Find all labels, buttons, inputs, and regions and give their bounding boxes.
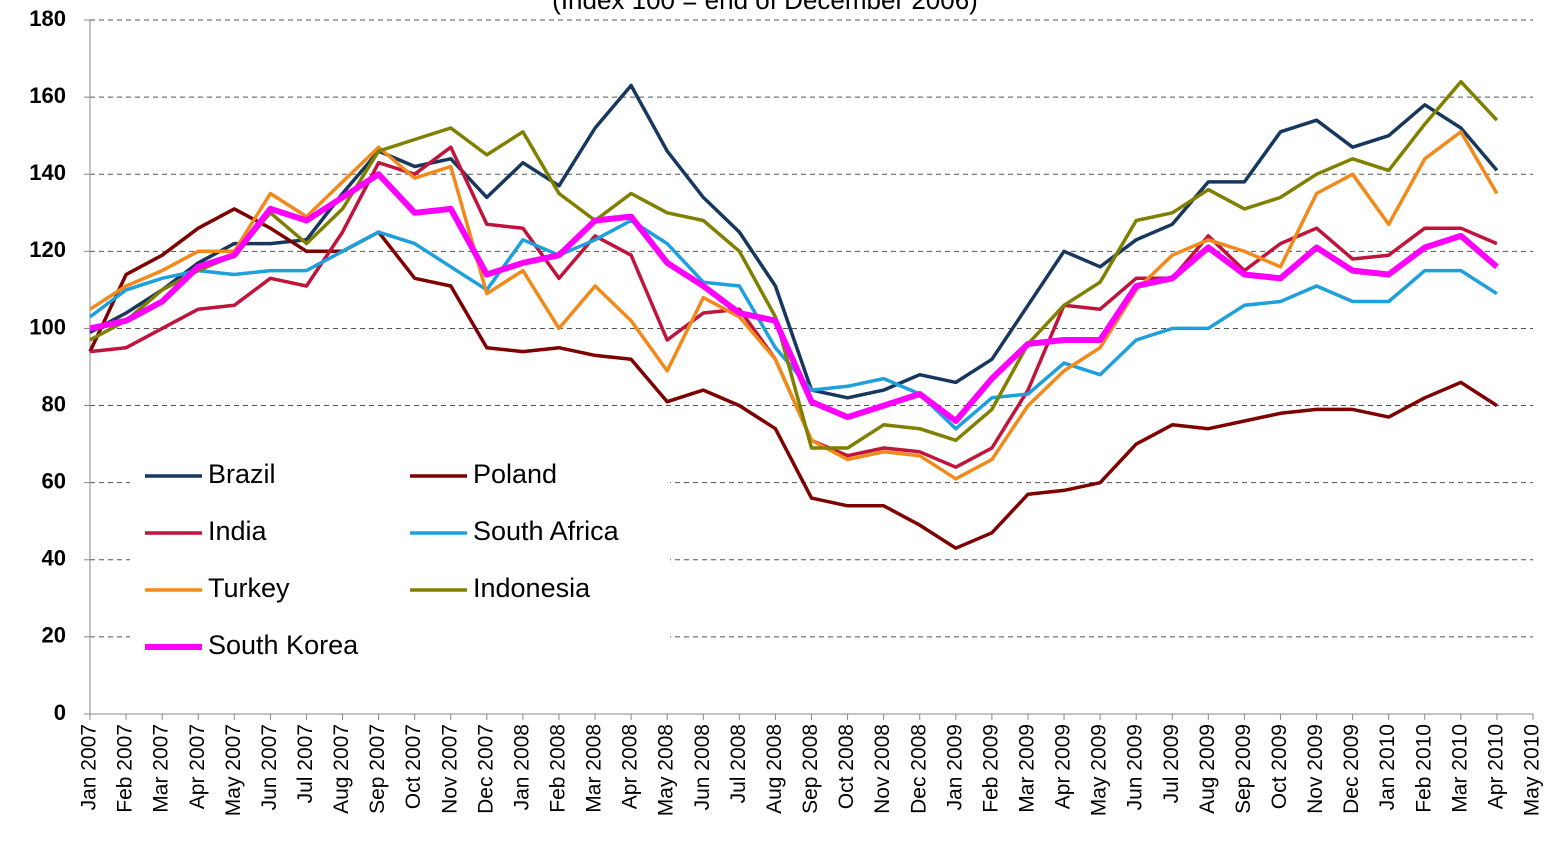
x-tick-label: Nov 2008 (871, 724, 894, 814)
legend-label: Indonesia (473, 573, 591, 603)
x-tick-label: Apr 2007 (186, 724, 209, 809)
legend-label: Brazil (208, 459, 276, 489)
y-tick-label: 100 (29, 314, 66, 339)
x-tick-label: Mar 2009 (1015, 724, 1038, 813)
x-tick-label: Jul 2009 (1160, 724, 1183, 803)
y-tick-label: 80 (42, 391, 66, 416)
y-tick-label: 140 (29, 160, 66, 185)
x-tick-label: Apr 2010 (1484, 724, 1507, 809)
y-tick-label: 60 (42, 468, 66, 493)
x-tick-label: Aug 2008 (763, 724, 786, 814)
legend-label: South Africa (473, 516, 620, 546)
x-tick-label: Jan 2007 (78, 724, 101, 810)
x-tick-label: Jun 2007 (258, 724, 281, 810)
x-tick-label: Feb 2007 (114, 724, 137, 813)
legend-label: Poland (473, 459, 557, 489)
x-tick-label: Dec 2009 (1340, 724, 1363, 814)
series-line (88, 207, 1498, 550)
x-tick-label: Apr 2008 (619, 724, 642, 809)
y-tick-label: 40 (42, 546, 66, 571)
y-tick-label: 0 (54, 700, 66, 725)
series-line (89, 79, 1499, 450)
x-tick-label: Aug 2007 (330, 724, 353, 814)
x-tick-label: Sep 2008 (799, 724, 822, 814)
x-tick-label: Mar 2007 (150, 724, 173, 813)
x-tick-label: May 2007 (222, 724, 245, 816)
x-tick-label: Oct 2007 (402, 724, 425, 809)
y-tick-label: 20 (42, 623, 66, 648)
legend-label: South Korea (208, 630, 359, 660)
y-tick-label: 160 (29, 83, 66, 108)
y-tick-label: 120 (29, 237, 66, 262)
legend-label: Turkey (208, 573, 290, 603)
x-tick-label: Jul 2008 (727, 724, 750, 803)
series-line (89, 83, 1499, 400)
x-tick-label: Jan 2008 (510, 724, 533, 810)
x-tick-label: Mar 2008 (583, 724, 606, 813)
x-tick-label: Jan 2010 (1376, 724, 1399, 810)
series-line (88, 218, 1498, 431)
x-tick-label: Feb 2010 (1412, 724, 1435, 813)
x-tick-label: Mar 2010 (1448, 724, 1471, 813)
x-tick-label: Jan 2009 (943, 724, 966, 810)
x-tick-label: May 2010 (1521, 724, 1544, 816)
legend-label: India (208, 516, 268, 546)
x-tick-label: Jul 2007 (294, 724, 317, 803)
series-line (89, 171, 1499, 424)
x-tick-label: Feb 2009 (979, 724, 1002, 813)
x-tick-label: Oct 2008 (835, 724, 858, 809)
x-tick-label: Apr 2009 (1052, 724, 1075, 809)
x-tick-label: Dec 2008 (907, 724, 930, 814)
x-tick-label: Nov 2007 (438, 724, 461, 814)
x-tick-label: May 2009 (1088, 724, 1111, 816)
y-tick-label: 180 (29, 6, 66, 31)
chart-subtitle: (Index 100 = end of December 2006) (552, 0, 978, 15)
legend-box (130, 445, 670, 680)
x-tick-label: May 2008 (655, 724, 678, 816)
x-tick-label: Sep 2007 (366, 724, 389, 814)
x-tick-label: Jun 2009 (1124, 724, 1147, 810)
x-tick-label: Jun 2008 (691, 724, 714, 810)
x-tick-label: Sep 2009 (1232, 724, 1255, 814)
x-tick-label: Dec 2007 (474, 724, 497, 814)
x-tick-label: Aug 2009 (1196, 724, 1219, 814)
x-tick-label: Oct 2009 (1268, 724, 1291, 809)
x-tick-label: Nov 2009 (1304, 724, 1327, 814)
series-line (89, 130, 1499, 481)
x-tick-label: Feb 2008 (547, 724, 570, 813)
